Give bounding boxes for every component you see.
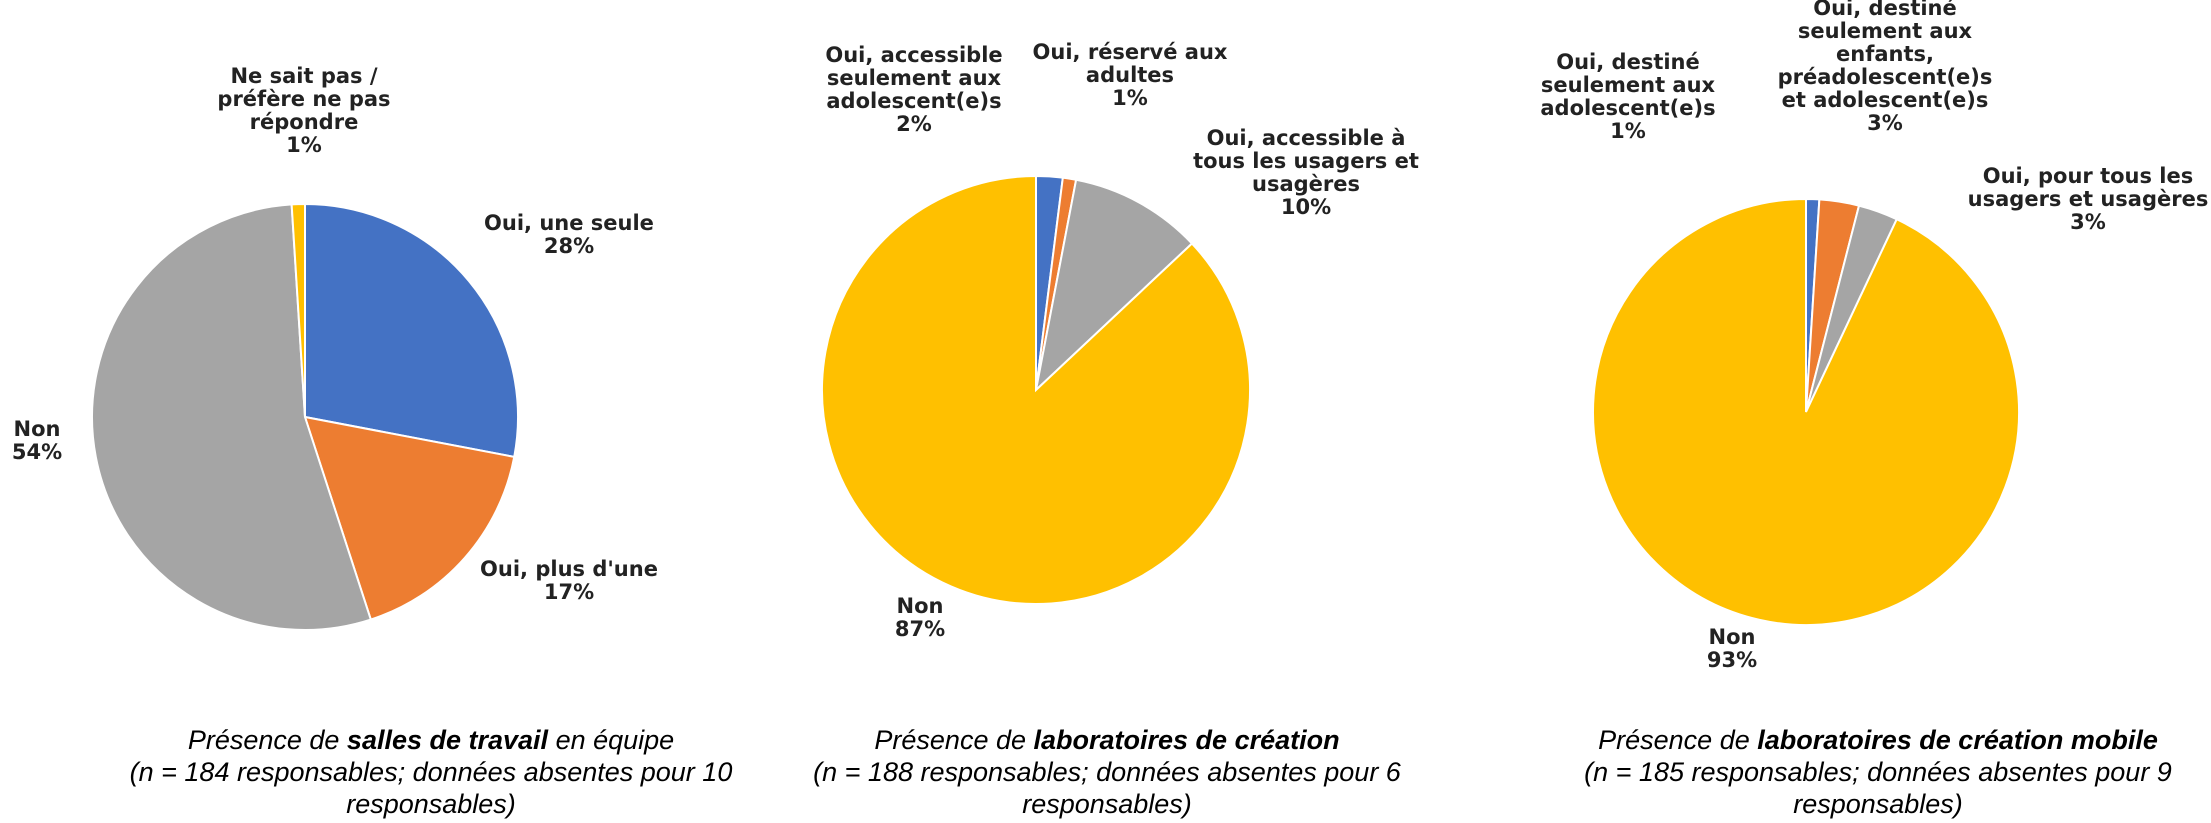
chart-3-subtitle: (n = 185 responsables; données absentes … (1584, 757, 2172, 819)
chart-1-slice-2 (303, 415, 516, 621)
chart-1-slice-1-label: Oui, une seule 28% (484, 211, 654, 258)
slice-category-label: adultes (1086, 63, 1174, 87)
slice-category-label: Oui, destiné (1813, 0, 1957, 20)
chart-2-title-prefix: Présence de (874, 725, 1034, 755)
chart-1-slice-3 (91, 203, 373, 631)
chart-3-slice-1-label: Oui, destiné seulement aux adolescent(e)s 1… (1540, 50, 1715, 143)
slice-percent-label: 1% (1610, 119, 1646, 143)
chart-1-subtitle: (n = 184 responsables; données absentes … (129, 757, 733, 819)
chart-2-slice-1-label: Oui, accessible seulement aux adolescent(e… (825, 43, 1002, 136)
slice-category-label: Non (1709, 625, 1756, 649)
slice-percent-label: 2% (896, 112, 932, 136)
slice-category-label: répondre (250, 110, 359, 134)
pie-chart-3: Oui, destiné seulement aux adolescent(e)s 1… (1540, 0, 2208, 672)
chart-3-title-prefix: Présence de (1598, 725, 1758, 755)
slice-percent-label: 3% (2070, 210, 2106, 234)
slice-category-label: Oui, une seule (484, 211, 654, 235)
slice-category-label: Oui, destiné (1556, 50, 1700, 74)
chart-2-title: Présence de laboratoires de création (737, 724, 1477, 756)
chart-1-title-bold: salles de travail (346, 725, 549, 755)
slice-percent-label: 10% (1281, 195, 1331, 219)
chart-1-caption: Présence de salles de travail en équipe … (61, 724, 801, 820)
chart-2-title-bold: laboratoires de création (1033, 725, 1340, 755)
slice-category-label: Ne sait pas / (230, 64, 377, 88)
slice-percent-label: 1% (286, 133, 322, 157)
slice-category-label: préfère ne pas (217, 87, 390, 111)
slice-percent-label: 3% (1867, 111, 1903, 135)
chart-3-slice-3-label: Oui, pour tous les usagers et usagères 3% (1968, 164, 2209, 234)
chart-3-slice-4-label: Non 93% (1707, 625, 1757, 672)
slice-percent-label: 87% (895, 617, 945, 641)
chart-2-caption: Présence de laboratoires de création (n … (737, 724, 1477, 820)
chart-2-slice-2-label: Oui, réservé aux adultes 1% (1033, 40, 1228, 110)
slice-category-label: seulement aux (827, 66, 1002, 90)
chart-3-title: Présence de laboratoires de création mob… (1508, 724, 2211, 756)
chart-1-slice-2-label: Oui, plus d'une 17% (480, 557, 658, 604)
slice-category-label: usagères (1252, 172, 1360, 196)
chart-1-slice-4-label: Ne sait pas / préfère ne pas répondre 1% (217, 64, 390, 157)
slice-category-label: enfants, (1836, 42, 1934, 66)
slice-category-label: seulement aux (1798, 19, 1973, 43)
chart-3-title-bold: laboratoires de création mobile (1757, 725, 2158, 755)
slice-category-label: Oui, réservé aux (1033, 40, 1228, 64)
slice-category-label: Oui, plus d'une (480, 557, 658, 581)
slice-percent-label: 17% (544, 580, 594, 604)
chart-1-title-suffix: en équipe (548, 725, 675, 755)
chart-2-slice-4 (821, 174, 1251, 605)
slice-percent-label: 54% (12, 440, 62, 464)
pie-chart-1: Oui, une seule 28% Oui, plus d'une 17% Non 54… (12, 64, 658, 631)
slice-category-label: adolescent(e)s (826, 89, 1001, 113)
chart-3-slice-2-label: Oui, destiné seulement aux enfants, préadol… (1778, 0, 1993, 135)
slice-category-label: Oui, pour tous les (1983, 164, 2194, 188)
chart-3-slice-4 (1592, 197, 2021, 626)
slice-category-label: usagers et usagères (1968, 187, 2209, 211)
slice-percent-label: 1% (1112, 86, 1148, 110)
pie-chart-2: Oui, accessible seulement aux adolescent(e… (821, 40, 1419, 641)
slice-category-label: et adolescent(e)s (1782, 88, 1989, 112)
chart-2-slice-4-label: Non 87% (895, 594, 945, 641)
slice-category-label: tous les usagers et (1193, 149, 1419, 173)
chart-2-subtitle: (n = 188 responsables; données absentes … (813, 757, 1401, 819)
chart-1-slice-4 (290, 202, 306, 418)
slice-category-label: Non (897, 594, 944, 618)
chart-1-title: Présence de salles de travail en équipe (61, 724, 801, 756)
slice-percent-label: 93% (1707, 648, 1757, 672)
chart-2-slice-3 (1034, 178, 1194, 393)
slice-category-label: adolescent(e)s (1540, 96, 1715, 120)
slice-category-label: Oui, accessible à (1207, 126, 1406, 150)
slice-category-label: seulement aux (1541, 73, 1716, 97)
slice-category-label: Non (14, 417, 61, 441)
chart-1-title-prefix: Présence de (187, 725, 347, 755)
chart-3-caption: Présence de laboratoires de création mob… (1508, 724, 2211, 820)
slice-category-label: Oui, accessible (825, 43, 1002, 67)
chart-1-slice-3-label: Non 54% (12, 417, 62, 464)
chart-1-slice-1 (304, 202, 519, 459)
slice-category-label: préadolescent(e)s (1778, 65, 1993, 89)
slice-percent-label: 28% (544, 234, 594, 258)
chart-2-slice-3-label: Oui, accessible à tous les usagers et usag… (1193, 126, 1419, 219)
